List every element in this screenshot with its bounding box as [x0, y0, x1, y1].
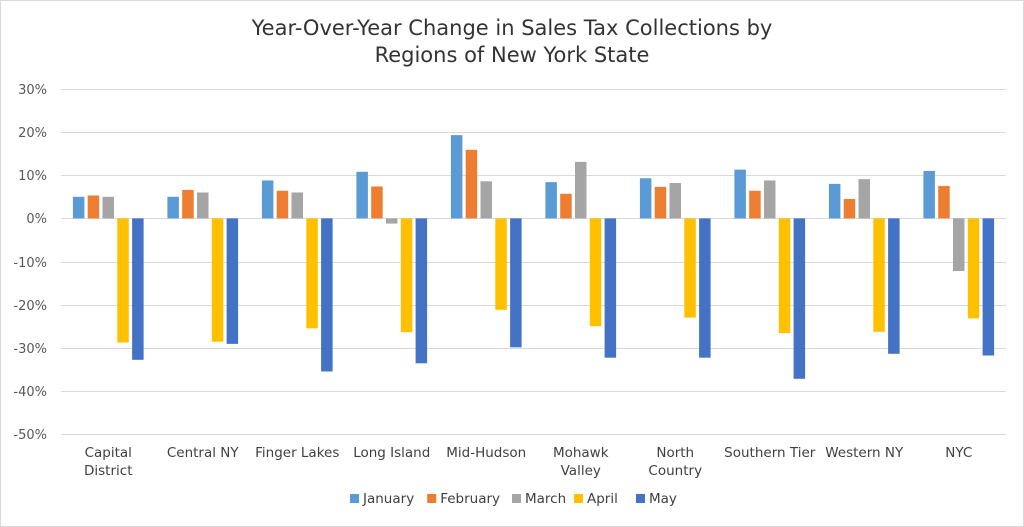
bar-february [182, 189, 194, 219]
bar-march [480, 181, 492, 219]
bar-february [560, 193, 572, 219]
legend-label-january: January [362, 491, 414, 507]
bar-april [873, 218, 885, 332]
chart-title-line-2: Regions of New York State [375, 43, 650, 67]
category-label: Country [648, 463, 702, 479]
bar-january [261, 180, 274, 219]
bar-march [575, 161, 587, 219]
legend-swatch-february [427, 494, 437, 503]
bar-february [465, 149, 478, 219]
category-label: Western NY [825, 445, 904, 461]
category-label: Mid-Hudson [446, 445, 526, 461]
y-tick-label: 20% [18, 126, 47, 141]
legend-swatch-january [350, 494, 359, 503]
category-label: Valley [561, 463, 601, 479]
bar-may [699, 218, 711, 358]
bar-may [415, 218, 428, 364]
legend-label-april: April [587, 491, 618, 507]
y-tick-label: 10% [18, 169, 47, 184]
bar-march [197, 192, 209, 219]
bar-january [923, 170, 935, 219]
y-tick-label: 0% [26, 212, 47, 227]
bar-march [953, 218, 965, 271]
category-label: Long Island [353, 445, 430, 461]
bar-april [495, 218, 507, 310]
bar-march [669, 183, 681, 219]
bar-may [510, 218, 522, 348]
y-tick-label: -30% [13, 342, 47, 357]
gridlines [61, 89, 1006, 435]
legend-label-february: February [440, 491, 500, 507]
chart-title: Year-Over-Year Change in Sales Tax Colle… [251, 16, 773, 67]
bar-april [306, 218, 318, 329]
legend-swatch-april [574, 494, 583, 503]
bar-march [291, 192, 303, 219]
category-label: Mohawk [553, 445, 609, 461]
bars [72, 135, 995, 379]
bar-january [72, 196, 85, 219]
bar-may [793, 218, 806, 379]
bar-april [778, 218, 791, 334]
bar-may [604, 218, 617, 358]
bar-may [888, 218, 900, 354]
y-tick-label: 30% [18, 83, 47, 98]
bar-april [967, 218, 980, 319]
bar-march [764, 180, 776, 219]
bar-january [450, 135, 463, 219]
bar-january [356, 171, 368, 219]
legend: January February March April May [350, 491, 677, 507]
bar-january [828, 183, 841, 219]
category-label: North [656, 445, 694, 461]
bar-april [589, 218, 602, 327]
bar-april [211, 218, 224, 342]
y-tick-label: -40% [13, 385, 47, 400]
bar-february [87, 195, 100, 219]
legend-swatch-may [636, 494, 645, 503]
category-label: Southern Tier [724, 445, 816, 461]
bar-february [749, 190, 761, 219]
bar-february [938, 186, 950, 219]
bar-march [386, 218, 398, 224]
chart-title-line-1: Year-Over-Year Change in Sales Tax Colle… [251, 16, 773, 40]
legend-label-march: March [525, 491, 566, 507]
bar-january [639, 178, 652, 219]
y-axis-tick-labels: 30% 20% 10% 0% -10% -20% -30% -40% -50% [13, 83, 47, 443]
category-label: Central NY [167, 445, 240, 461]
legend-swatch-march [512, 494, 521, 503]
bar-may [226, 218, 239, 344]
category-label: District [84, 463, 133, 479]
bar-may [982, 218, 995, 356]
bar-february [276, 190, 289, 219]
bar-april [684, 218, 696, 318]
bar-february [371, 186, 383, 219]
y-tick-label: -20% [13, 299, 47, 314]
bar-march [858, 179, 870, 219]
x-axis-category-labels: Capital District Central NY Finger Lakes Lon… [84, 445, 972, 479]
y-tick-label: -50% [13, 428, 47, 443]
legend-label-may: May [649, 491, 677, 507]
bar-february [654, 186, 667, 219]
category-label: NYC [945, 445, 972, 461]
bar-april [400, 218, 413, 333]
bar-january [545, 182, 557, 219]
bar-february [843, 198, 856, 219]
category-label: Capital [85, 445, 132, 461]
bar-january [167, 196, 179, 219]
bar-may [321, 218, 333, 372]
bar-january [734, 169, 746, 219]
category-label: Finger Lakes [255, 445, 339, 461]
bar-may [132, 218, 144, 360]
bar-april [117, 218, 129, 343]
bar-march [102, 196, 114, 219]
y-tick-label: -10% [13, 256, 47, 271]
